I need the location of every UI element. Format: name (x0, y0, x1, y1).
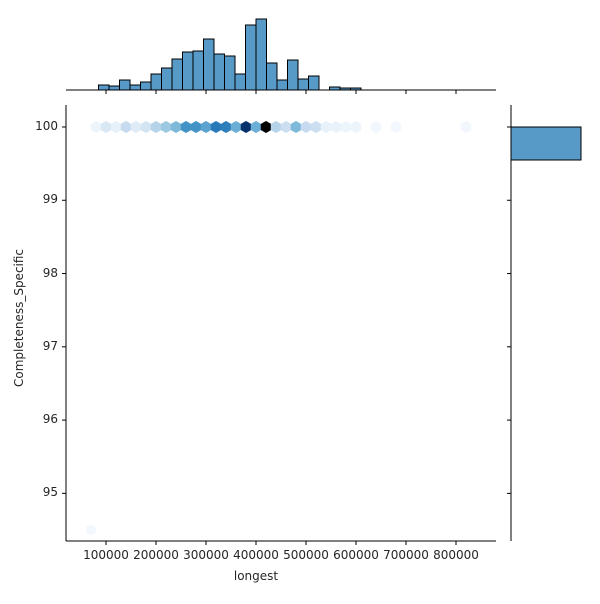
histogram-bar (182, 51, 194, 91)
histogram-bar (213, 53, 225, 91)
hexbin-cell (100, 120, 112, 134)
hexbin-layer (86, 120, 472, 536)
hexbin-cell (240, 120, 252, 134)
hexbin-cell (140, 120, 152, 134)
hexbin-cell (310, 120, 322, 134)
marginal-y-ticks (507, 126, 511, 494)
hexbin-cell (290, 120, 302, 134)
hexbin-cell (330, 120, 342, 134)
histogram-bar (119, 79, 131, 91)
hexbin-cell (120, 120, 132, 134)
hexbin-cell (340, 120, 352, 134)
histogram-bar (171, 58, 183, 91)
hexbin-cell (390, 120, 402, 134)
histogram-bar (203, 38, 215, 91)
x-tick-label: 200000 (133, 548, 179, 562)
hexbin-cell (150, 120, 162, 134)
hexbin-cell (250, 120, 262, 134)
x-axis-label: longest (233, 569, 279, 583)
histogram-bar (255, 18, 267, 91)
x-tick-label: 300000 (183, 548, 229, 562)
histogram-bar (129, 84, 141, 91)
histogram-bar (297, 78, 309, 91)
hexbin-cell (230, 120, 242, 134)
x-axis-ticks (105, 541, 457, 545)
hexbin-cell (280, 120, 292, 134)
x-tick-label: 700000 (383, 548, 429, 562)
x-tick-label: 500000 (283, 548, 329, 562)
hexbin-cell (210, 120, 222, 134)
hexbin-cell (170, 120, 182, 134)
histogram-bar (287, 59, 299, 91)
y-tick-label: 99 (42, 192, 58, 207)
y-axis-label: Completeness_Specific (12, 248, 26, 387)
y-axis-ticks (62, 126, 66, 494)
x-tick-label: 100000 (83, 548, 129, 562)
histogram-bar (234, 73, 246, 91)
hexbin-cell (110, 120, 122, 134)
histogram-bar (224, 55, 236, 91)
hexbin-cell (86, 524, 96, 536)
histogram-bar (150, 73, 162, 91)
hexbin-cell (270, 120, 282, 134)
hexbin-cell (130, 120, 142, 134)
histogram-bar (276, 79, 288, 91)
hexbin-cell (350, 120, 362, 134)
marginal-x-ticks (105, 90, 457, 94)
hexbin-cell (180, 120, 192, 134)
hexbin-cell (300, 120, 312, 134)
x-tick-label: 600000 (333, 548, 379, 562)
hexbin-cell (220, 120, 232, 134)
histogram-bar (308, 75, 320, 91)
y-tick-label: 98 (42, 265, 58, 280)
hexbin-cell (190, 120, 202, 134)
histogram-bar (161, 67, 173, 91)
histogram-bar (192, 50, 204, 91)
y-tick-label: 100 (35, 118, 58, 133)
y-tick-label: 97 (42, 338, 58, 353)
hexbin-cell (460, 120, 472, 134)
histogram-bar (266, 62, 278, 91)
histogram-bar (108, 85, 120, 91)
hexbin-cell (260, 120, 272, 134)
y-tick-label: 96 (42, 412, 58, 427)
histogram-bar (140, 81, 152, 91)
x-tick-label: 400000 (233, 548, 279, 562)
hexbin-cell (320, 120, 332, 134)
histogram-bar (245, 24, 257, 91)
hexbin-cell (160, 120, 172, 134)
marginal-y-histogram (510, 126, 582, 161)
hexbin-cell (200, 120, 212, 134)
hexbin-cell (370, 120, 382, 134)
marginal-x-histogram (98, 18, 362, 91)
histogram-bar (98, 84, 110, 91)
y-tick-label: 95 (42, 485, 58, 500)
hexbin-cell (90, 120, 102, 134)
histogram-bar (510, 126, 582, 161)
x-tick-label: 800000 (433, 548, 479, 562)
